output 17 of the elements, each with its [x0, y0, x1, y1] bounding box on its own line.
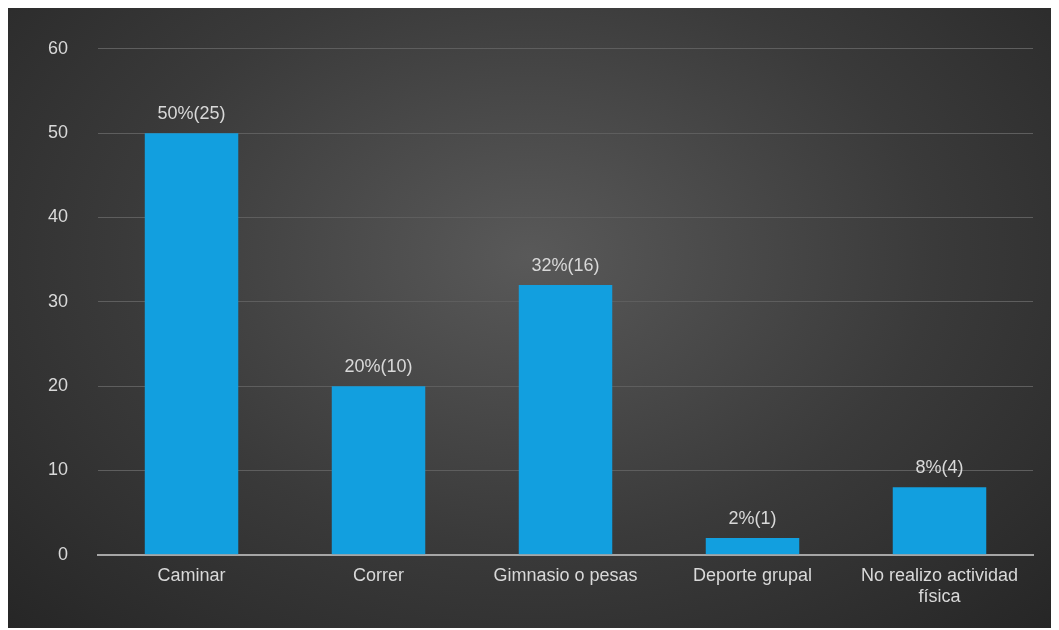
- y-tick-label: 50: [47, 122, 69, 143]
- x-tick-label: Correr: [353, 564, 405, 585]
- y-tick-label: 0: [58, 543, 69, 564]
- y-tick-label: 40: [47, 206, 69, 227]
- x-tick-label: Gimnasio o pesas: [493, 564, 638, 585]
- y-tick-label: 20: [47, 375, 69, 396]
- x-tick-label: No realizo actividad física: [860, 564, 1019, 607]
- data-label: 50%(25): [157, 103, 226, 124]
- y-tick-label: 10: [47, 459, 69, 480]
- y-tick-label: 30: [47, 290, 69, 311]
- x-tick-label: Caminar: [157, 564, 226, 585]
- data-label: 20%(10): [344, 356, 413, 377]
- data-label: 2%(1): [728, 507, 777, 528]
- data-label: 8%(4): [915, 457, 964, 478]
- data-label: 32%(16): [531, 254, 600, 275]
- y-tick-label: 60: [47, 37, 69, 58]
- x-tick-label: Deporte grupal: [692, 564, 813, 585]
